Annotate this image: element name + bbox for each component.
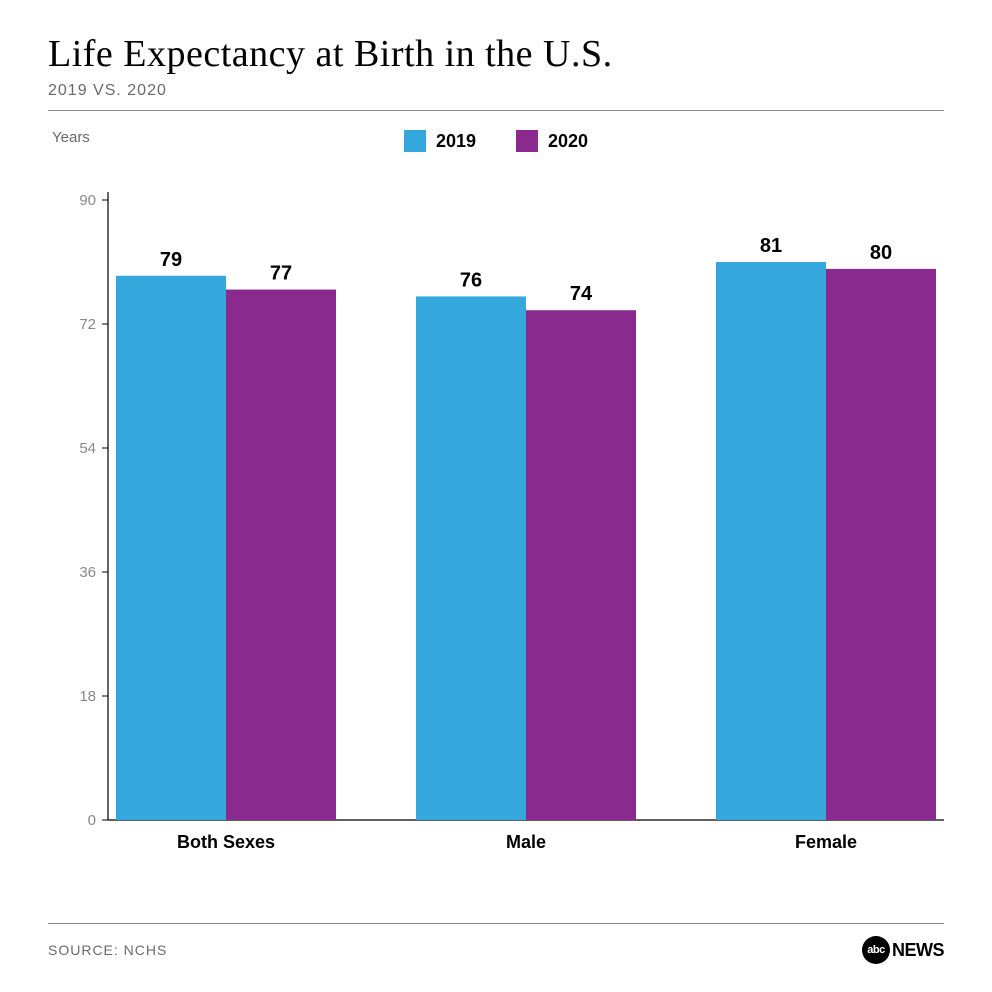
svg-text:18: 18 xyxy=(79,688,96,705)
chart-title: Life Expectancy at Birth in the U.S. xyxy=(48,32,944,76)
legend-item-2019: 2019 xyxy=(404,130,476,152)
legend-item-2020: 2020 xyxy=(516,130,588,152)
svg-text:0: 0 xyxy=(88,812,96,829)
brand-logo-text: NEWS xyxy=(892,940,944,961)
bar-chart: 0 18 36 54 72 90 79 77 Both Sexes 76 74 Male 81 80 Fem… xyxy=(48,170,944,870)
category-label: Both Sexes xyxy=(177,832,275,852)
abc-logo-icon: abc xyxy=(862,936,890,964)
bar xyxy=(716,262,826,820)
brand-logo: abc NEWS xyxy=(862,936,944,964)
bar xyxy=(116,276,226,820)
chart-subtitle: 2019 VS. 2020 xyxy=(48,82,944,100)
legend-label-2019: 2019 xyxy=(436,131,476,152)
header-divider xyxy=(48,110,944,111)
legend-label-2020: 2020 xyxy=(548,131,588,152)
bar-value-label: 81 xyxy=(760,235,782,257)
svg-text:36: 36 xyxy=(79,564,96,581)
bar-value-label: 76 xyxy=(460,269,482,291)
legend-swatch-2019 xyxy=(404,130,426,152)
bar xyxy=(526,310,636,820)
svg-text:54: 54 xyxy=(79,440,96,457)
source-text: SOURCE: NCHS xyxy=(48,942,167,958)
bar xyxy=(416,296,526,820)
footer-divider xyxy=(48,923,944,924)
legend-swatch-2020 xyxy=(516,130,538,152)
bar xyxy=(826,269,936,820)
bar-value-label: 79 xyxy=(160,249,182,271)
svg-text:90: 90 xyxy=(79,192,96,209)
category-label: Female xyxy=(795,832,857,852)
category-label: Male xyxy=(506,832,546,852)
svg-text:72: 72 xyxy=(79,316,96,333)
bar-value-label: 77 xyxy=(270,263,292,285)
chart-area: 0 18 36 54 72 90 79 77 Both Sexes 76 74 Male 81 80 Fem… xyxy=(48,170,944,860)
legend: 2019 2020 xyxy=(0,130,992,152)
bar xyxy=(226,290,336,820)
bar-value-label: 80 xyxy=(870,242,892,264)
footer: SOURCE: NCHS abc NEWS xyxy=(48,923,944,964)
bar-value-label: 74 xyxy=(570,283,593,305)
